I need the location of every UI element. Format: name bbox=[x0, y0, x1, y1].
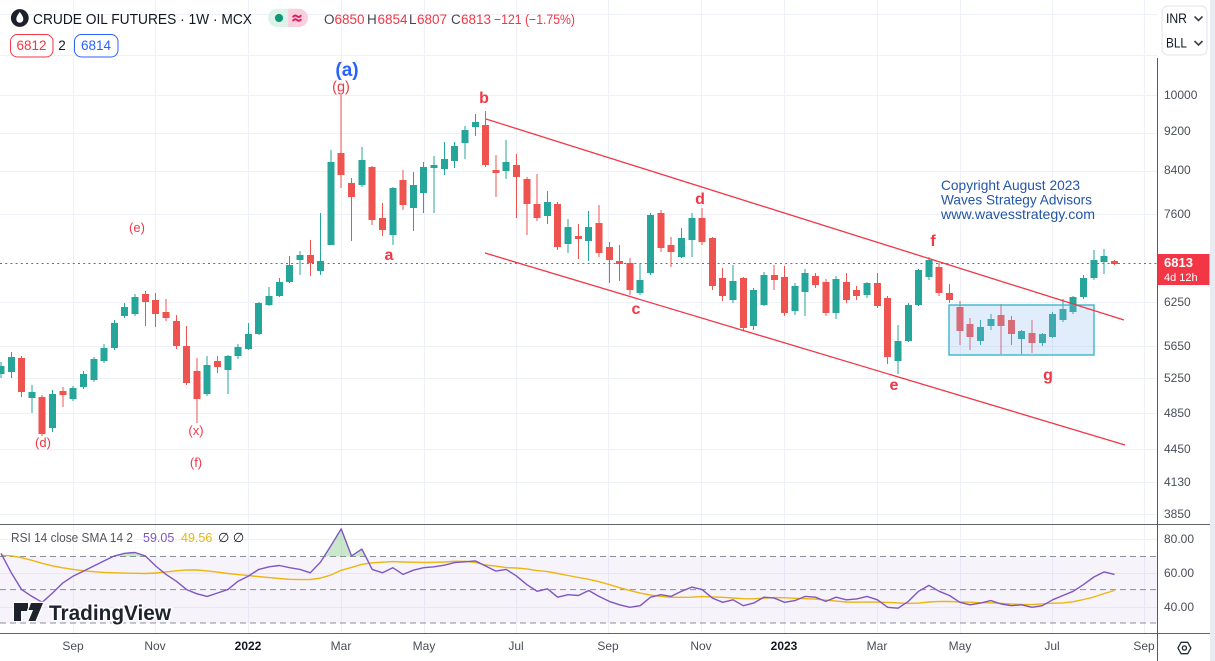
svg-text:Mar: Mar bbox=[867, 639, 888, 653]
svg-text:May: May bbox=[949, 639, 972, 653]
svg-text:59.05: 59.05 bbox=[143, 531, 174, 545]
svg-text:f: f bbox=[930, 233, 936, 250]
svg-text:(e): (e) bbox=[129, 220, 145, 235]
svg-text:4130: 4130 bbox=[1164, 475, 1191, 489]
svg-text:TradingView: TradingView bbox=[49, 602, 172, 625]
svg-text:c: c bbox=[632, 301, 641, 318]
svg-text:Mar: Mar bbox=[331, 639, 352, 653]
svg-text:9200: 9200 bbox=[1164, 124, 1191, 138]
svg-text:−121 (−1.75%): −121 (−1.75%) bbox=[494, 12, 575, 27]
svg-text:www.wavesstrategy.com: www.wavesstrategy.com bbox=[940, 206, 1095, 222]
svg-text:4d 12h: 4d 12h bbox=[1164, 272, 1198, 284]
svg-text:CRUDE OIL FUTURES · 1W · MCX: CRUDE OIL FUTURES · 1W · MCX bbox=[33, 11, 252, 28]
svg-text:(x): (x) bbox=[188, 423, 203, 438]
svg-text:Nov: Nov bbox=[144, 639, 165, 653]
svg-text:6813: 6813 bbox=[1164, 255, 1193, 270]
svg-text:Sep: Sep bbox=[62, 639, 84, 653]
svg-text:6250: 6250 bbox=[1164, 295, 1191, 309]
svg-text:INR: INR bbox=[1166, 10, 1187, 26]
svg-text:6812: 6812 bbox=[16, 38, 46, 53]
svg-text:(f): (f) bbox=[190, 455, 202, 470]
svg-text:Sep: Sep bbox=[597, 639, 619, 653]
svg-text:H: H bbox=[367, 12, 377, 27]
svg-text:e: e bbox=[890, 377, 899, 394]
svg-text:5250: 5250 bbox=[1164, 371, 1191, 385]
svg-text:2022: 2022 bbox=[235, 639, 262, 653]
svg-text:RSI 14 close SMA 14 2: RSI 14 close SMA 14 2 bbox=[11, 531, 133, 545]
svg-text:g: g bbox=[1043, 367, 1053, 384]
svg-text:O: O bbox=[324, 12, 335, 27]
svg-text:6807: 6807 bbox=[417, 12, 447, 27]
svg-text:b: b bbox=[479, 90, 489, 107]
svg-text:10000: 10000 bbox=[1164, 88, 1198, 102]
svg-text:6813: 6813 bbox=[461, 12, 491, 27]
svg-text:d: d bbox=[695, 191, 705, 208]
svg-text:Nov: Nov bbox=[690, 639, 711, 653]
svg-text:(a): (a) bbox=[335, 60, 358, 81]
svg-text:3850: 3850 bbox=[1164, 507, 1191, 521]
svg-text:2: 2 bbox=[58, 38, 66, 53]
svg-text:(g): (g) bbox=[332, 80, 350, 96]
svg-text:5650: 5650 bbox=[1164, 339, 1191, 353]
svg-text:4450: 4450 bbox=[1164, 442, 1191, 456]
svg-text:BLL: BLL bbox=[1166, 35, 1187, 51]
svg-text:8400: 8400 bbox=[1164, 163, 1191, 177]
svg-text:4850: 4850 bbox=[1164, 406, 1191, 420]
svg-text:Copyright August 2023: Copyright August 2023 bbox=[941, 177, 1080, 193]
svg-text:2023: 2023 bbox=[771, 639, 798, 653]
svg-text:6850: 6850 bbox=[335, 12, 365, 27]
svg-text:6814: 6814 bbox=[81, 38, 112, 53]
svg-text:Sep: Sep bbox=[1133, 639, 1155, 653]
svg-text:a: a bbox=[385, 247, 394, 264]
svg-text:60.00: 60.00 bbox=[1164, 566, 1194, 580]
svg-text:(d): (d) bbox=[35, 435, 51, 450]
svg-text:C: C bbox=[451, 12, 461, 27]
svg-text:49.56: 49.56 bbox=[181, 531, 212, 545]
svg-text:Waves Strategy Advisors: Waves Strategy Advisors bbox=[941, 192, 1092, 208]
svg-text:Jul: Jul bbox=[508, 639, 523, 653]
svg-text:7600: 7600 bbox=[1164, 207, 1191, 221]
svg-text:∅ ∅: ∅ ∅ bbox=[218, 530, 244, 545]
svg-text:80.00: 80.00 bbox=[1164, 532, 1194, 546]
svg-text:40.00: 40.00 bbox=[1164, 600, 1194, 614]
svg-text:6854: 6854 bbox=[378, 12, 409, 27]
svg-text:Jul: Jul bbox=[1044, 639, 1059, 653]
svg-text:May: May bbox=[413, 639, 436, 653]
svg-text:L: L bbox=[409, 12, 417, 27]
